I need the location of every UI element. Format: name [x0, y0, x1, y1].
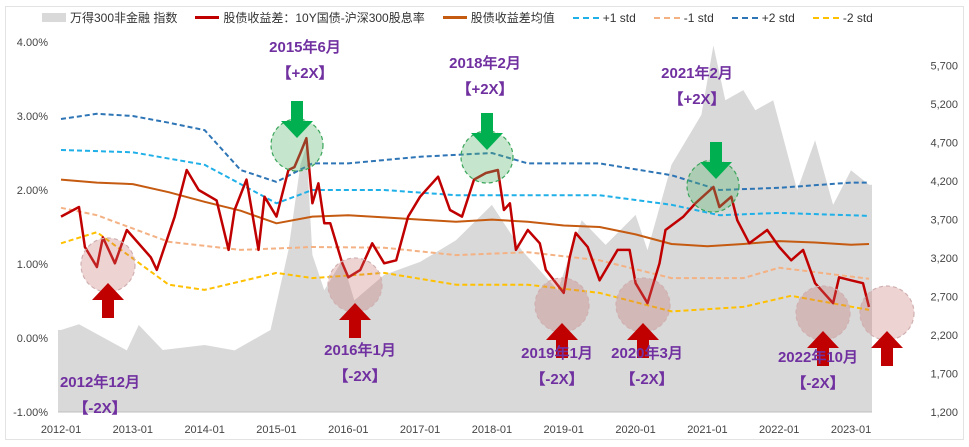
y-right-tick-label: 2,200	[930, 330, 958, 342]
legend-label: -1 std	[683, 10, 714, 25]
y-left-tick-label: 2.00%	[17, 185, 48, 197]
annotation-tag: 【-2X】	[73, 399, 126, 417]
x-tick-label: 2015-01	[256, 424, 296, 436]
annotation-tag: 【+2X】	[276, 64, 333, 82]
spread-line	[60, 136, 871, 308]
x-tick-label: 2014-01	[184, 424, 224, 436]
x-tick-label: 2022-01	[759, 424, 799, 436]
x-tick-label: 2012-01	[41, 424, 81, 436]
annotation-date: 2012年12月	[60, 373, 140, 391]
legend-label: +1 std	[602, 10, 636, 25]
annotation-date: 2020年3月	[611, 344, 683, 362]
annotation-date: 2015年6月	[269, 38, 341, 56]
up-arrow-icon	[339, 303, 371, 338]
legend-label: -2 std	[842, 10, 873, 25]
legend-label: 万得300非金融 指数	[70, 11, 178, 25]
legend-item: 股债收益差：10Y国债-沪深300股息率	[195, 9, 425, 26]
up-arrow-icon	[871, 331, 903, 366]
legend-item: 股债收益差均值	[442, 9, 555, 26]
up-arrow-icon	[92, 283, 124, 318]
legend-item: 万得300非金融 指数	[42, 9, 177, 26]
down-arrow-icon	[471, 113, 503, 150]
annotation-low: 2012年12月【-2X】	[60, 237, 140, 417]
legend-swatch	[442, 16, 467, 19]
annotation-low	[859, 285, 915, 366]
legend-label: +2 std	[761, 10, 795, 25]
annotation-date: 2018年2月	[449, 54, 521, 72]
x-tick-label: 2023-01	[831, 424, 871, 436]
legend-swatch	[572, 16, 599, 19]
legend-swatch	[653, 16, 680, 19]
annotation-tag: 【+2X】	[456, 80, 513, 98]
y-left-tick-label: 4.00%	[17, 37, 48, 49]
std-band-line	[60, 231, 870, 313]
annotation-tag: 【-2X】	[791, 374, 844, 392]
annotation-high: 2018年2月【+2X】	[449, 54, 521, 184]
legend-item: -1 std	[653, 10, 714, 25]
x-tick-label: 2013-01	[113, 424, 153, 436]
legend-item: +1 std	[572, 10, 636, 25]
up-arrow-icon	[546, 323, 578, 358]
annotation-low: 2016年1月【-2X】	[324, 257, 396, 385]
y-right-tick-label: 1,700	[930, 369, 958, 381]
up-arrow-icon	[627, 323, 659, 358]
legend-swatch	[812, 16, 839, 19]
y-left-tick-label: -1.00%	[13, 407, 48, 419]
y-right-tick-label: 4,200	[930, 176, 958, 188]
legend-item: +2 std	[731, 10, 795, 25]
down-arrow-icon	[281, 101, 313, 138]
x-tick-label: 2020-01	[615, 424, 655, 436]
legend: 万得300非金融 指数 股债收益差：10Y国债-沪深300股息率 股债收益差均值 +1…	[42, 9, 873, 26]
annotation-low: 2019年1月【-2X】	[521, 277, 593, 388]
legend-label: 股债收益差：10Y国债-沪深300股息率	[223, 11, 425, 25]
annotation-date: 2016年1月	[324, 341, 396, 359]
std-band-line	[60, 112, 869, 191]
legend-label: 股债收益差均值	[470, 11, 555, 25]
annotation-low: 2020年3月【-2X】	[611, 277, 683, 388]
annotation-tag: 【-2X】	[620, 370, 673, 388]
annotation-date: 2021年2月	[661, 64, 733, 82]
legend-swatch	[195, 16, 220, 19]
annotation-tag: 【+2X】	[668, 90, 725, 108]
up-arrow-icon	[807, 331, 839, 366]
std-band-line	[60, 149, 870, 217]
x-tick-label: 2021-01	[687, 424, 727, 436]
y-right-tick-label: 3,700	[930, 215, 958, 227]
legend-item: -2 std	[812, 10, 873, 25]
std-band-line	[60, 206, 870, 280]
y-right-tick-label: 4,700	[930, 138, 958, 150]
y-left-tick-label: 1.00%	[17, 259, 48, 271]
annotation-date: 2022年10月	[778, 348, 858, 366]
down-arrow-icon	[700, 142, 732, 179]
y-right-tick-label: 5,700	[930, 61, 958, 73]
annotation-high: 2015年6月【+2X】	[269, 38, 341, 172]
annotation-tag: 【-2X】	[530, 370, 583, 388]
y-right-tick-label: 1,200	[930, 407, 958, 419]
index-area	[58, 45, 872, 412]
x-tick-label: 2017-01	[400, 424, 440, 436]
annotation-date: 2019年1月	[521, 344, 593, 362]
annotation-high: 2021年2月【+2X】	[661, 64, 740, 213]
y-right-tick-label: 2,700	[930, 292, 958, 304]
x-tick-label: 2016-01	[328, 424, 368, 436]
y-right-tick-label: 5,200	[930, 99, 958, 111]
y-right-tick-label: 3,200	[930, 253, 958, 265]
x-tick-label: 2018-01	[472, 424, 512, 436]
chart-frame	[5, 6, 964, 440]
annotation-low: 2022年10月【-2X】	[778, 285, 858, 392]
y-left-tick-label: 0.00%	[17, 333, 48, 345]
x-tick-label: 2019-01	[544, 424, 584, 436]
y-left-tick-label: 3.00%	[17, 111, 48, 123]
legend-swatch	[731, 16, 758, 19]
legend-swatch	[42, 13, 66, 22]
annotation-tag: 【-2X】	[333, 367, 386, 385]
